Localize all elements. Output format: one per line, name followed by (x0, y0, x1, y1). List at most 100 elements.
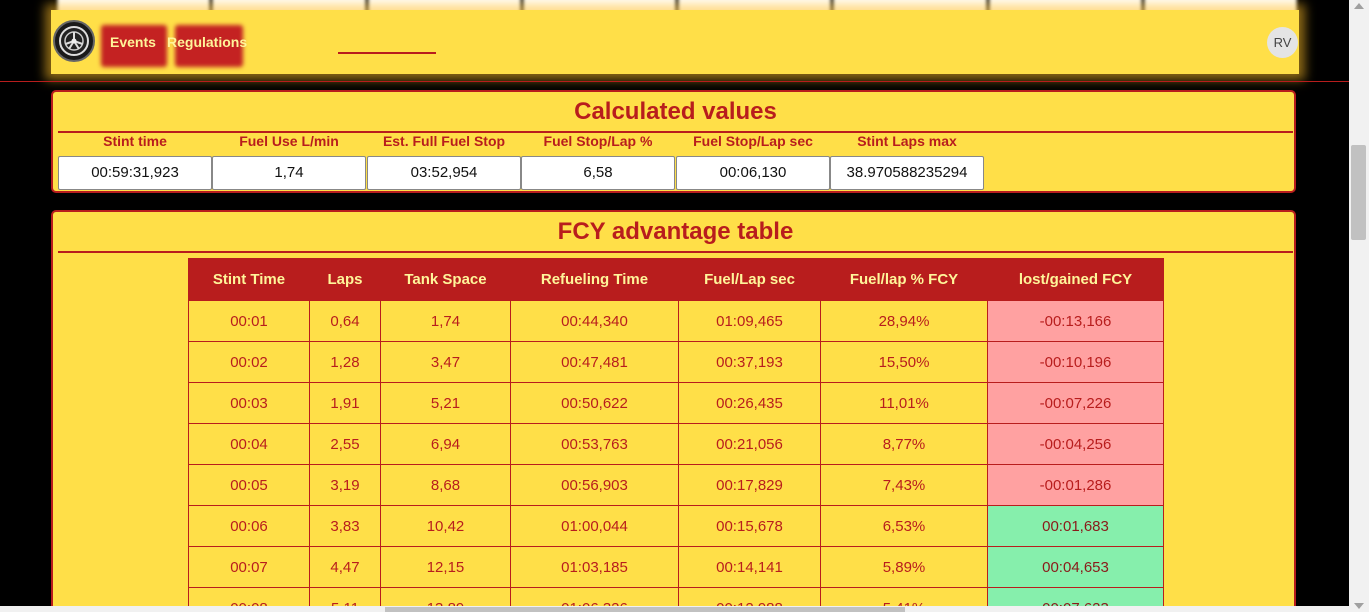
table-cell: 7,43% (820, 464, 988, 506)
table-cell: 0,64 (309, 300, 381, 342)
table-row: 00:06 3,83 10,42 01:00,044 00:15,678 6,5… (188, 505, 1164, 547)
column-header: Tank Space (380, 258, 511, 301)
table-cell: 00:15,678 (678, 505, 821, 547)
table-row: 00:03 1,91 5,21 00:50,622 00:26,435 11,0… (188, 382, 1164, 424)
fuel-stop-lap-pct-label: Fuel Stop/Lap % (543, 133, 653, 149)
scroll-up-arrow-icon[interactable] (1354, 3, 1364, 9)
table-cell: 6,53% (820, 505, 988, 547)
table-cell: 8,77% (820, 423, 988, 465)
stint-time-label: Stint time (103, 133, 167, 149)
lost-gained-cell: 00:04,653 (987, 546, 1164, 588)
header-divider (0, 81, 1349, 82)
lost-gained-cell: -00:07,226 (987, 382, 1164, 424)
table-cell: 00:53,763 (510, 423, 679, 465)
user-avatar[interactable]: RV (1267, 27, 1298, 58)
table-cell: 1,91 (309, 382, 381, 424)
lost-gained-cell: -00:10,196 (987, 341, 1164, 383)
vertical-scrollbar[interactable] (1349, 0, 1369, 612)
wheel-icon[interactable] (53, 20, 95, 62)
top-navbar: Events Regulations RV (51, 10, 1299, 74)
table-cell: 00:07 (188, 546, 310, 588)
stint-time-input[interactable]: 00:59:31,923 (58, 156, 212, 190)
nav-link-events[interactable]: Events (110, 34, 156, 50)
table-cell: 2,55 (309, 423, 381, 465)
full-fuel-stop-input[interactable]: 03:52,954 (367, 156, 521, 190)
horizontal-scroll-thumb[interactable] (385, 607, 905, 612)
table-cell: 00:50,622 (510, 382, 679, 424)
table-cell: 3,47 (380, 341, 511, 383)
fcy-advantage-table: Stint Time Laps Tank Space Refueling Tim… (188, 258, 1164, 612)
column-header: lost/gained FCY (987, 258, 1164, 301)
column-header: Fuel/Lap sec (678, 258, 821, 301)
table-cell: 00:06 (188, 505, 310, 547)
calculated-values-panel: Calculated values Stint time 00:59:31,92… (51, 90, 1296, 193)
table-cell: 3,19 (309, 464, 381, 506)
fuel-use-input[interactable]: 1,74 (212, 156, 366, 190)
table-cell: 01:09,465 (678, 300, 821, 342)
table-cell: 15,50% (820, 341, 988, 383)
table-cell: 6,94 (380, 423, 511, 465)
table-cell: 10,42 (380, 505, 511, 547)
fuel-stop-lap-sec-field: Fuel Stop/Lap sec 00:06,130 (676, 132, 830, 190)
table-row: 00:01 0,64 1,74 00:44,340 01:09,465 28,9… (188, 300, 1164, 342)
full-fuel-stop-label: Est. Full Fuel Stop (382, 133, 506, 149)
table-cell: 01:00,044 (510, 505, 679, 547)
table-cell: 5,89% (820, 546, 988, 588)
nav-link-regulations[interactable]: Regulations (167, 34, 248, 50)
table-cell: 00:26,435 (678, 382, 821, 424)
table-cell: 00:05 (188, 464, 310, 506)
table-cell: 00:47,481 (510, 341, 679, 383)
fuel-stop-lap-pct-field: Fuel Stop/Lap % 6,58 (521, 132, 675, 190)
table-cell: 1,74 (380, 300, 511, 342)
table-cell: 00:04 (188, 423, 310, 465)
column-header: Refueling Time (510, 258, 679, 301)
fcy-advantage-title: FCY advantage table (58, 217, 1293, 253)
lost-gained-cell: -00:04,256 (987, 423, 1164, 465)
table-cell: 00:37,193 (678, 341, 821, 383)
table-cell: 00:14,141 (678, 546, 821, 588)
fuel-stop-lap-pct-input[interactable]: 6,58 (521, 156, 675, 190)
fuel-use-label: Fuel Use L/min (239, 133, 339, 149)
column-header: Laps (309, 258, 381, 301)
table-cell: 1,28 (309, 341, 381, 383)
table-header-row: Stint Time Laps Tank Space Refueling Tim… (188, 258, 1164, 301)
table-cell: 5,21 (380, 382, 511, 424)
nav-item-highlight (101, 25, 167, 67)
table-cell: 00:21,056 (678, 423, 821, 465)
full-fuel-stop-field: Est. Full Fuel Stop 03:52,954 (367, 132, 521, 190)
table-row: 00:05 3,19 8,68 00:56,903 00:17,829 7,43… (188, 464, 1164, 506)
table-row: 00:07 4,47 12,15 01:03,185 00:14,141 5,8… (188, 546, 1164, 588)
calculated-values-title: Calculated values (58, 97, 1293, 133)
table-cell: 8,68 (380, 464, 511, 506)
table-cell: 01:03,185 (510, 546, 679, 588)
fcy-advantage-panel: FCY advantage table Stint Time Laps Tank… (51, 210, 1296, 612)
table-cell: 3,83 (309, 505, 381, 547)
table-row: 00:02 1,28 3,47 00:47,481 00:37,193 15,5… (188, 341, 1164, 383)
table-cell: 12,15 (380, 546, 511, 588)
table-cell: 11,01% (820, 382, 988, 424)
table-cell: 00:17,829 (678, 464, 821, 506)
active-tab-underline (338, 52, 436, 54)
table-row: 00:08 5,11 13,89 01:06,326 00:12,988 5,4… (188, 587, 1164, 612)
fuel-use-field: Fuel Use L/min 1,74 (212, 132, 366, 190)
column-header: Fuel/lap % FCY (820, 258, 988, 301)
stint-time-field: Stint time 00:59:31,923 (58, 132, 212, 190)
table-cell: 4,47 (309, 546, 381, 588)
stint-laps-max-field: Stint Laps max 38.970588235294 (830, 132, 984, 190)
table-cell: 00:44,340 (510, 300, 679, 342)
stint-laps-max-input[interactable]: 38.970588235294 (830, 156, 984, 190)
lost-gained-cell: 00:01,683 (987, 505, 1164, 547)
fuel-stop-lap-sec-input[interactable]: 00:06,130 (676, 156, 830, 190)
nav-item-highlight (175, 25, 243, 67)
table-cell: 00:02 (188, 341, 310, 383)
fuel-stop-lap-sec-label: Fuel Stop/Lap sec (693, 133, 813, 149)
vertical-scroll-thumb[interactable] (1351, 145, 1366, 240)
table-cell: 00:56,903 (510, 464, 679, 506)
table-cell: 00:01 (188, 300, 310, 342)
table-row: 00:04 2,55 6,94 00:53,763 00:21,056 8,77… (188, 423, 1164, 465)
scroll-down-arrow-icon[interactable] (1354, 603, 1364, 609)
horizontal-scrollbar[interactable] (0, 606, 1349, 612)
stint-laps-max-label: Stint Laps max (857, 133, 957, 149)
table-cell: 00:03 (188, 382, 310, 424)
